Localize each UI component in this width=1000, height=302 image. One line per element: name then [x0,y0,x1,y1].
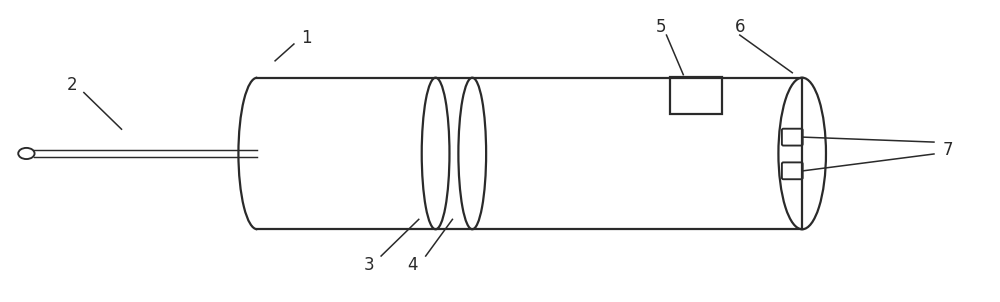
Text: 1: 1 [301,29,312,47]
Text: 2: 2 [67,76,77,94]
Text: 7: 7 [943,141,953,159]
Text: 4: 4 [408,256,418,274]
Bar [670,77,722,114]
Text: 6: 6 [735,18,745,36]
Text: 5: 5 [655,18,666,36]
Text: 3: 3 [364,256,375,274]
